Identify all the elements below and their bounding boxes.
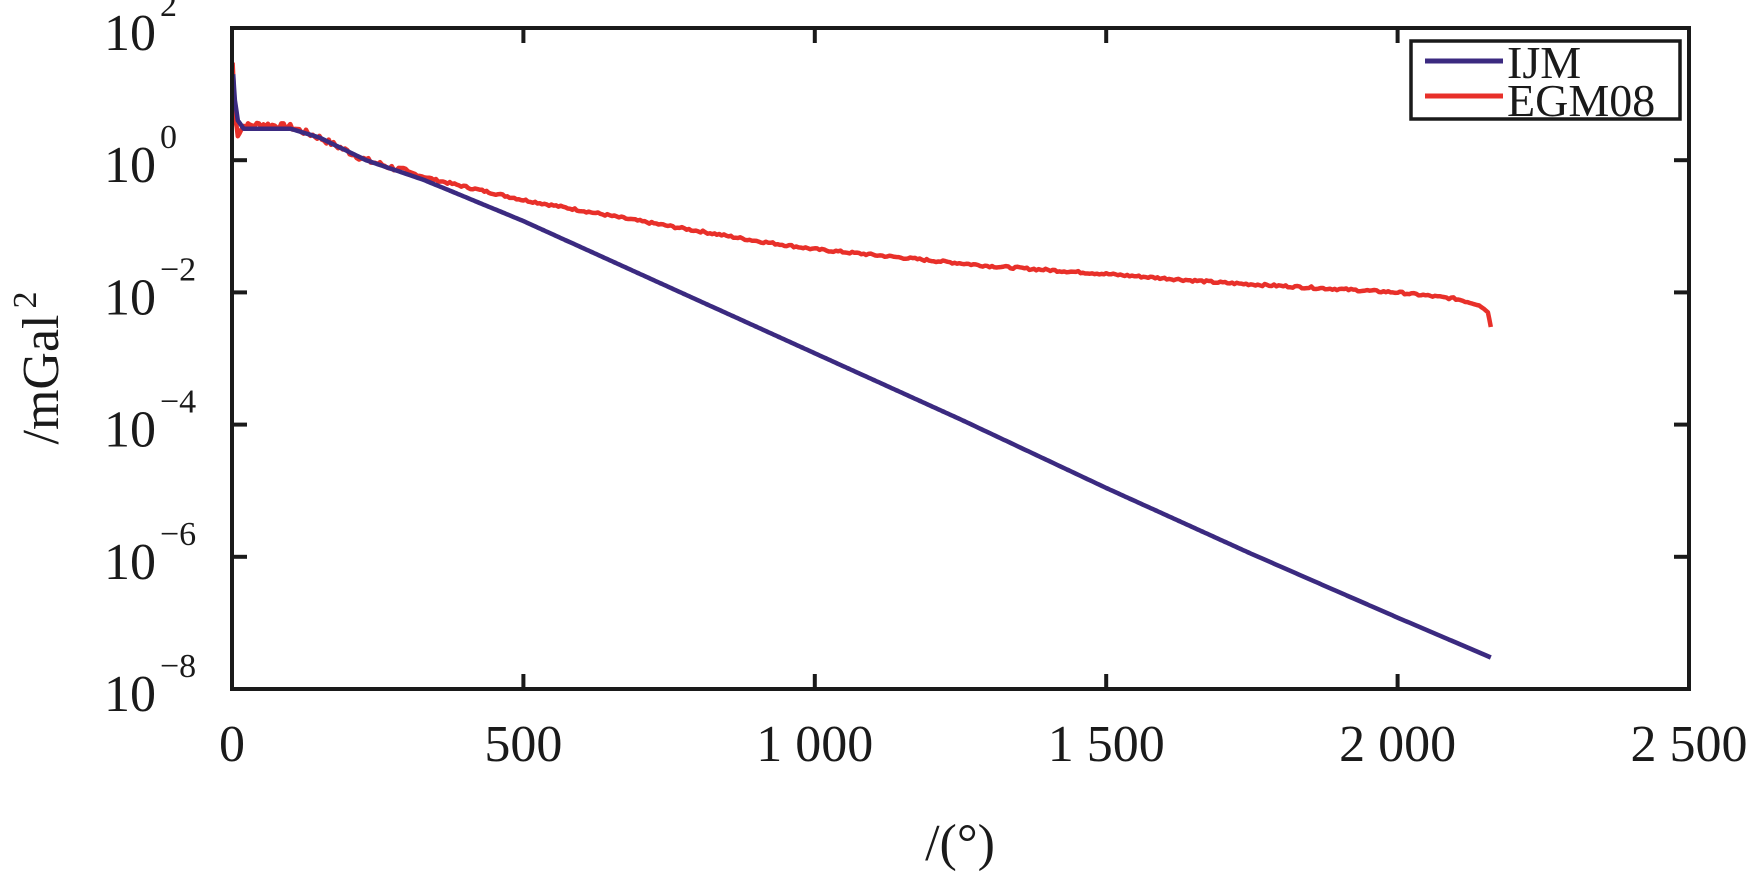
- y-axis-label: /mGal 2: [7, 292, 70, 445]
- series-layer: [230, 62, 1494, 660]
- y-tick-base: 10: [104, 5, 156, 62]
- y-tick-label: 10 −8: [104, 648, 196, 723]
- legend-box: [1409, 39, 1682, 121]
- y-tick-label: 10 2: [104, 0, 177, 62]
- legend: IJM EGM08: [1409, 37, 1682, 126]
- x-tick-label: 1 000: [756, 716, 873, 773]
- x-tick-label: 1 500: [1048, 716, 1165, 773]
- y-tick-label: 10 −6: [104, 516, 196, 591]
- y-axis-label-sup: 2: [7, 292, 44, 309]
- legend-label-ijm: IJM: [1507, 37, 1581, 88]
- y-tick-label: 10 −2: [104, 251, 196, 326]
- x-tick-label: 2 000: [1339, 716, 1456, 773]
- y-tick-exponent: −2: [160, 251, 196, 288]
- y-tick-exponent: 2: [160, 0, 177, 24]
- y-tick-label: 10 0: [104, 119, 177, 194]
- x-tick-label: 2 500: [1631, 716, 1748, 773]
- plot-frame: [230, 26, 1691, 691]
- y-tick-base: 10: [104, 269, 156, 326]
- y-tick-exponent: 0: [160, 119, 177, 156]
- y-tick-base: 10: [104, 402, 156, 459]
- x-axis-label: /(°): [925, 815, 995, 872]
- y-tick-base: 10: [104, 666, 156, 723]
- y-tick-exponent: −4: [160, 384, 196, 421]
- y-tick-exponent: −8: [160, 648, 196, 685]
- y-tick-exponent: −6: [160, 516, 196, 553]
- x-tick-label: 0: [219, 716, 245, 773]
- y-tick-label: 10 −4: [104, 384, 196, 459]
- legend-label-egm08: EGM08: [1507, 75, 1655, 126]
- series-line-ijm: [230, 74, 1492, 660]
- y-axis-label-main: /mGal: [13, 315, 70, 445]
- y-tick-base: 10: [104, 137, 156, 194]
- y-tick-base: 10: [104, 534, 156, 591]
- series-line-egm08: [230, 62, 1494, 328]
- x-tick-label: 500: [484, 716, 562, 773]
